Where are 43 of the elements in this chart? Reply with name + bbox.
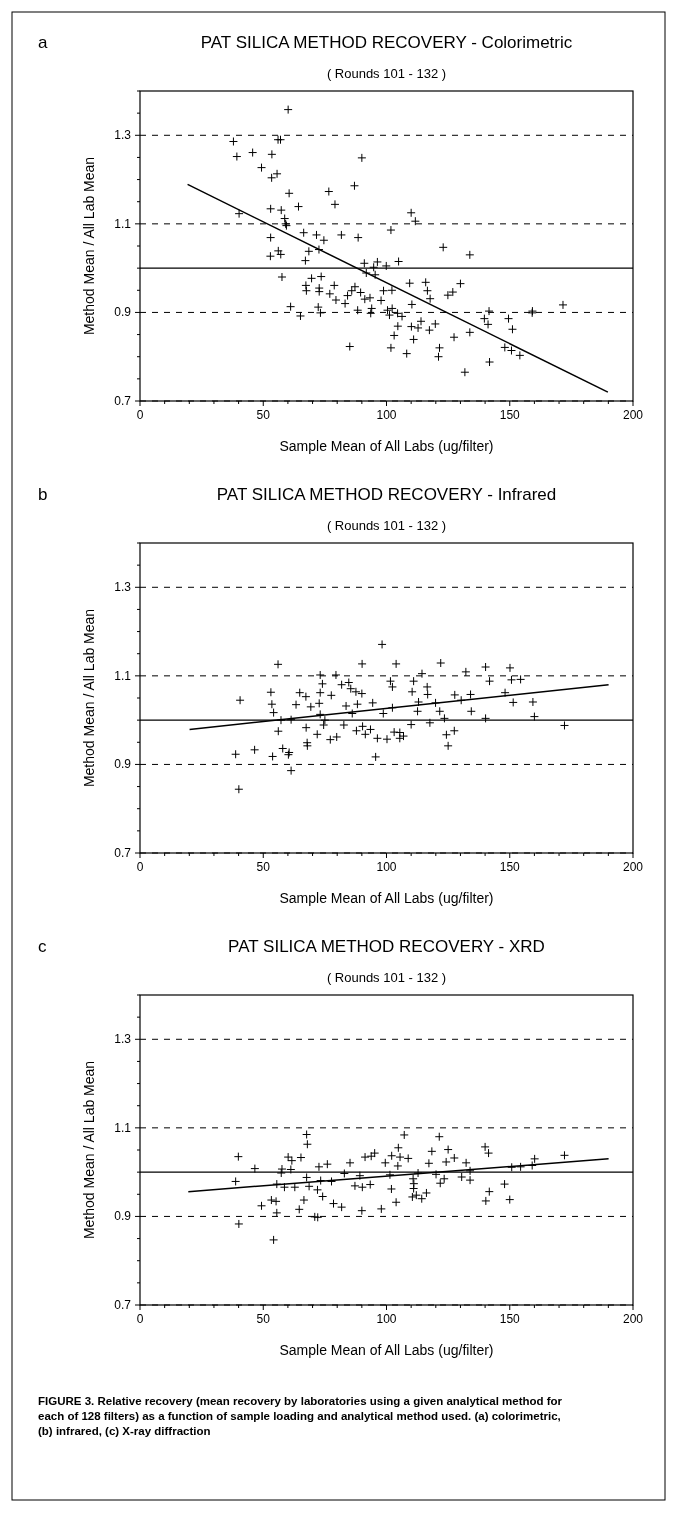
y-axis-title: Method Mean / All Lab Mean	[81, 156, 97, 336]
x-tick-label: 50	[256, 860, 271, 874]
y-tick-label: 0.9	[114, 305, 132, 320]
text: b	[38, 485, 48, 504]
y-tick-label: 1.3	[114, 128, 132, 143]
y-tick-label: 1.3	[114, 580, 132, 595]
chart-subtitle: ( Rounds 101 - 132 )	[326, 518, 447, 533]
x-tick-label: 50	[256, 1312, 271, 1326]
x-tick-label: 150	[499, 1312, 521, 1326]
x-tick-label: 150	[499, 860, 521, 874]
text: a	[38, 33, 48, 52]
x-tick-label: 150	[499, 408, 521, 422]
x-axis-title: Sample Mean of All Labs (ug/filter)	[279, 1342, 494, 1358]
y-tick-label: 0.7	[114, 394, 132, 408]
x-axis-title: Sample Mean of All Labs (ug/filter)	[279, 438, 494, 454]
y-axis-title: Method Mean / All Lab Mean	[81, 608, 97, 788]
chart-subtitle: ( Rounds 101 - 132 )	[326, 66, 447, 81]
x-tick-label: 100	[376, 408, 397, 422]
y-tick-label: 1.1	[114, 668, 132, 683]
x-tick-label: 200	[622, 860, 644, 874]
y-axis-title: Method Mean / All Lab Mean	[81, 1060, 97, 1240]
y-tick-label: 1.1	[114, 216, 132, 231]
x-tick-label: 100	[376, 860, 397, 874]
x-tick-label: 0	[136, 408, 144, 422]
x-tick-label: 0	[136, 1312, 144, 1326]
x-tick-label: 200	[622, 1312, 644, 1326]
y-tick-label: 1.1	[114, 1120, 132, 1135]
chart-title: PAT SILICA METHOD RECOVERY - XRD	[228, 937, 545, 956]
chart-subtitle: ( Rounds 101 - 132 )	[326, 970, 447, 985]
y-tick-label: 0.9	[114, 1209, 132, 1224]
y-tick-label: 0.7	[114, 1298, 132, 1312]
x-tick-label: 50	[256, 408, 271, 422]
x-axis-title: Sample Mean of All Labs (ug/filter)	[279, 890, 494, 906]
y-tick-label: 0.7	[114, 846, 132, 860]
x-tick-label: 100	[376, 1312, 397, 1326]
x-tick-label: 0	[136, 860, 144, 874]
x-tick-label: 200	[622, 408, 644, 422]
text: c	[38, 937, 47, 956]
y-tick-label: 1.3	[114, 1032, 132, 1047]
y-tick-label: 0.9	[114, 757, 132, 772]
chart-title: PAT SILICA METHOD RECOVERY - Colorimetric	[200, 33, 573, 52]
chart-title: PAT SILICA METHOD RECOVERY - Infrared	[216, 485, 557, 504]
caption: FIGURE 3. Relative recovery (mean recovery by laboratories using a given analytical method for each of 128 filters) as a function of sample loading and analytical method used. (a) colorimetric, (b) infrared, (c) X-ray diffraction	[38, 1395, 563, 1437]
